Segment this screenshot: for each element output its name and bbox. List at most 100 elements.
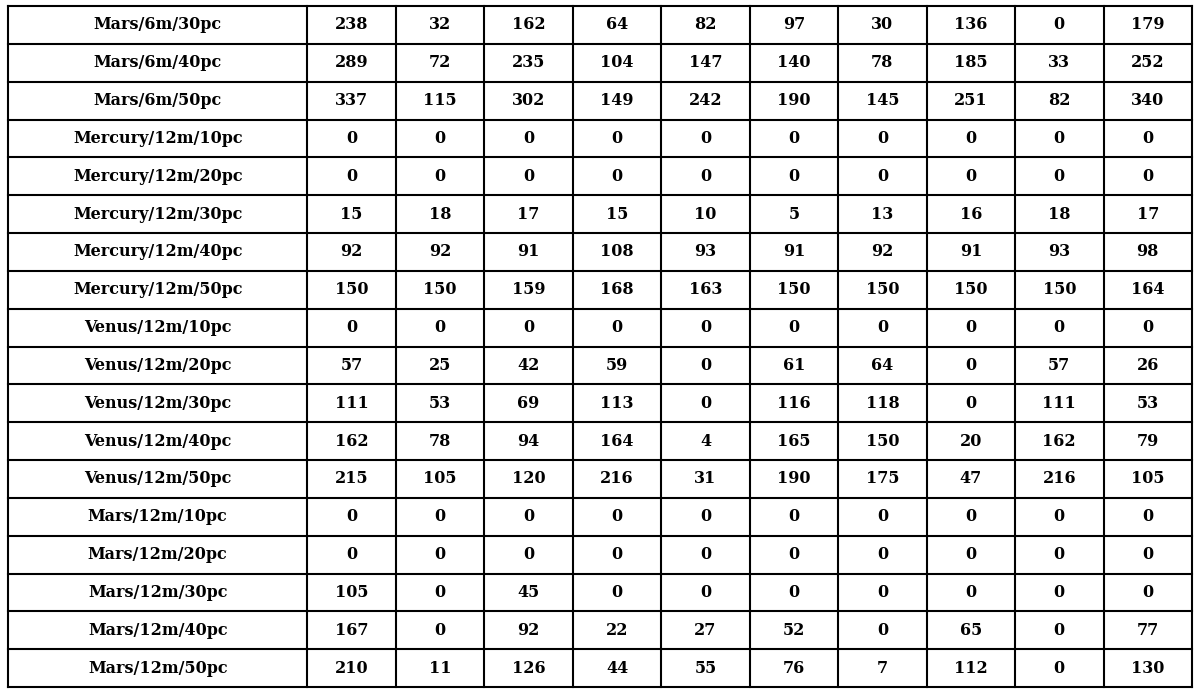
Text: 210: 210 — [335, 660, 368, 676]
Text: 150: 150 — [865, 432, 899, 450]
Text: 0: 0 — [788, 508, 799, 525]
Text: 0: 0 — [1054, 546, 1064, 563]
Text: 0: 0 — [434, 584, 445, 601]
Text: 126: 126 — [511, 660, 545, 676]
Text: 0: 0 — [788, 130, 799, 147]
Text: 10: 10 — [695, 206, 716, 222]
Text: 0: 0 — [700, 168, 712, 185]
Text: 45: 45 — [517, 584, 540, 601]
Text: 0: 0 — [1054, 130, 1064, 147]
Text: 140: 140 — [778, 54, 811, 71]
Text: 78: 78 — [871, 54, 894, 71]
Text: 0: 0 — [434, 168, 445, 185]
Text: 0: 0 — [965, 130, 977, 147]
Text: 0: 0 — [523, 508, 534, 525]
Text: 0: 0 — [965, 546, 977, 563]
Text: 0: 0 — [700, 357, 712, 374]
Text: 0: 0 — [1054, 622, 1064, 639]
Text: 0: 0 — [700, 546, 712, 563]
Text: 55: 55 — [695, 660, 716, 676]
Text: 92: 92 — [341, 243, 362, 261]
Text: 0: 0 — [1142, 168, 1153, 185]
Text: 76: 76 — [782, 660, 805, 676]
Text: 164: 164 — [600, 432, 634, 450]
Text: Mars/12m/10pc: Mars/12m/10pc — [88, 508, 228, 525]
Text: 78: 78 — [428, 432, 451, 450]
Text: Venus/12m/40pc: Venus/12m/40pc — [84, 432, 232, 450]
Text: 0: 0 — [346, 546, 358, 563]
Text: 57: 57 — [341, 357, 362, 374]
Text: 26: 26 — [1136, 357, 1159, 374]
Text: 0: 0 — [877, 622, 888, 639]
Text: 57: 57 — [1048, 357, 1070, 374]
Text: 77: 77 — [1136, 622, 1159, 639]
Text: 82: 82 — [695, 17, 716, 33]
Text: 252: 252 — [1130, 54, 1164, 71]
Text: 150: 150 — [954, 281, 988, 298]
Text: 18: 18 — [1048, 206, 1070, 222]
Text: Mars/12m/50pc: Mars/12m/50pc — [88, 660, 228, 676]
Text: 42: 42 — [517, 357, 540, 374]
Text: 0: 0 — [1142, 546, 1153, 563]
Text: 111: 111 — [335, 395, 368, 412]
Text: Mercury/12m/20pc: Mercury/12m/20pc — [73, 168, 242, 185]
Text: 251: 251 — [954, 92, 988, 109]
Text: 0: 0 — [700, 395, 712, 412]
Text: 337: 337 — [335, 92, 368, 109]
Text: 0: 0 — [434, 130, 445, 147]
Text: 0: 0 — [877, 168, 888, 185]
Text: 0: 0 — [1142, 130, 1153, 147]
Text: 0: 0 — [965, 357, 977, 374]
Text: 216: 216 — [600, 471, 634, 487]
Text: 94: 94 — [517, 432, 540, 450]
Text: 0: 0 — [434, 622, 445, 639]
Text: 162: 162 — [335, 432, 368, 450]
Text: Mars/12m/20pc: Mars/12m/20pc — [88, 546, 228, 563]
Text: 32: 32 — [428, 17, 451, 33]
Text: 111: 111 — [1043, 395, 1076, 412]
Text: 33: 33 — [1049, 54, 1070, 71]
Text: 120: 120 — [511, 471, 545, 487]
Text: 59: 59 — [606, 357, 628, 374]
Text: 215: 215 — [335, 471, 368, 487]
Text: 162: 162 — [1043, 432, 1076, 450]
Text: 0: 0 — [1142, 508, 1153, 525]
Text: 20: 20 — [960, 432, 982, 450]
Text: 53: 53 — [1136, 395, 1159, 412]
Text: 5: 5 — [788, 206, 799, 222]
Text: 61: 61 — [782, 357, 805, 374]
Text: 150: 150 — [865, 281, 899, 298]
Text: 0: 0 — [965, 584, 977, 601]
Text: 93: 93 — [695, 243, 716, 261]
Text: 0: 0 — [965, 508, 977, 525]
Text: 302: 302 — [512, 92, 545, 109]
Text: 0: 0 — [877, 130, 888, 147]
Text: 0: 0 — [877, 546, 888, 563]
Text: 0: 0 — [1054, 17, 1064, 33]
Text: 0: 0 — [700, 508, 712, 525]
Text: 0: 0 — [877, 584, 888, 601]
Text: 0: 0 — [1142, 319, 1153, 336]
Text: Mercury/12m/50pc: Mercury/12m/50pc — [73, 281, 242, 298]
Text: 0: 0 — [700, 319, 712, 336]
Text: 150: 150 — [424, 281, 457, 298]
Text: 0: 0 — [434, 508, 445, 525]
Text: 104: 104 — [600, 54, 634, 71]
Text: 179: 179 — [1132, 17, 1164, 33]
Text: 150: 150 — [778, 281, 811, 298]
Text: 105: 105 — [335, 584, 368, 601]
Text: 108: 108 — [600, 243, 634, 261]
Text: 25: 25 — [428, 357, 451, 374]
Text: Venus/12m/30pc: Venus/12m/30pc — [84, 395, 232, 412]
Text: 112: 112 — [954, 660, 988, 676]
Text: Mars/6m/30pc: Mars/6m/30pc — [94, 17, 222, 33]
Text: 0: 0 — [612, 508, 623, 525]
Text: 91: 91 — [960, 243, 982, 261]
Text: 11: 11 — [428, 660, 451, 676]
Text: 150: 150 — [1043, 281, 1076, 298]
Text: Mercury/12m/10pc: Mercury/12m/10pc — [73, 130, 242, 147]
Text: 175: 175 — [865, 471, 899, 487]
Text: 0: 0 — [612, 130, 623, 147]
Text: 97: 97 — [782, 17, 805, 33]
Text: 0: 0 — [434, 319, 445, 336]
